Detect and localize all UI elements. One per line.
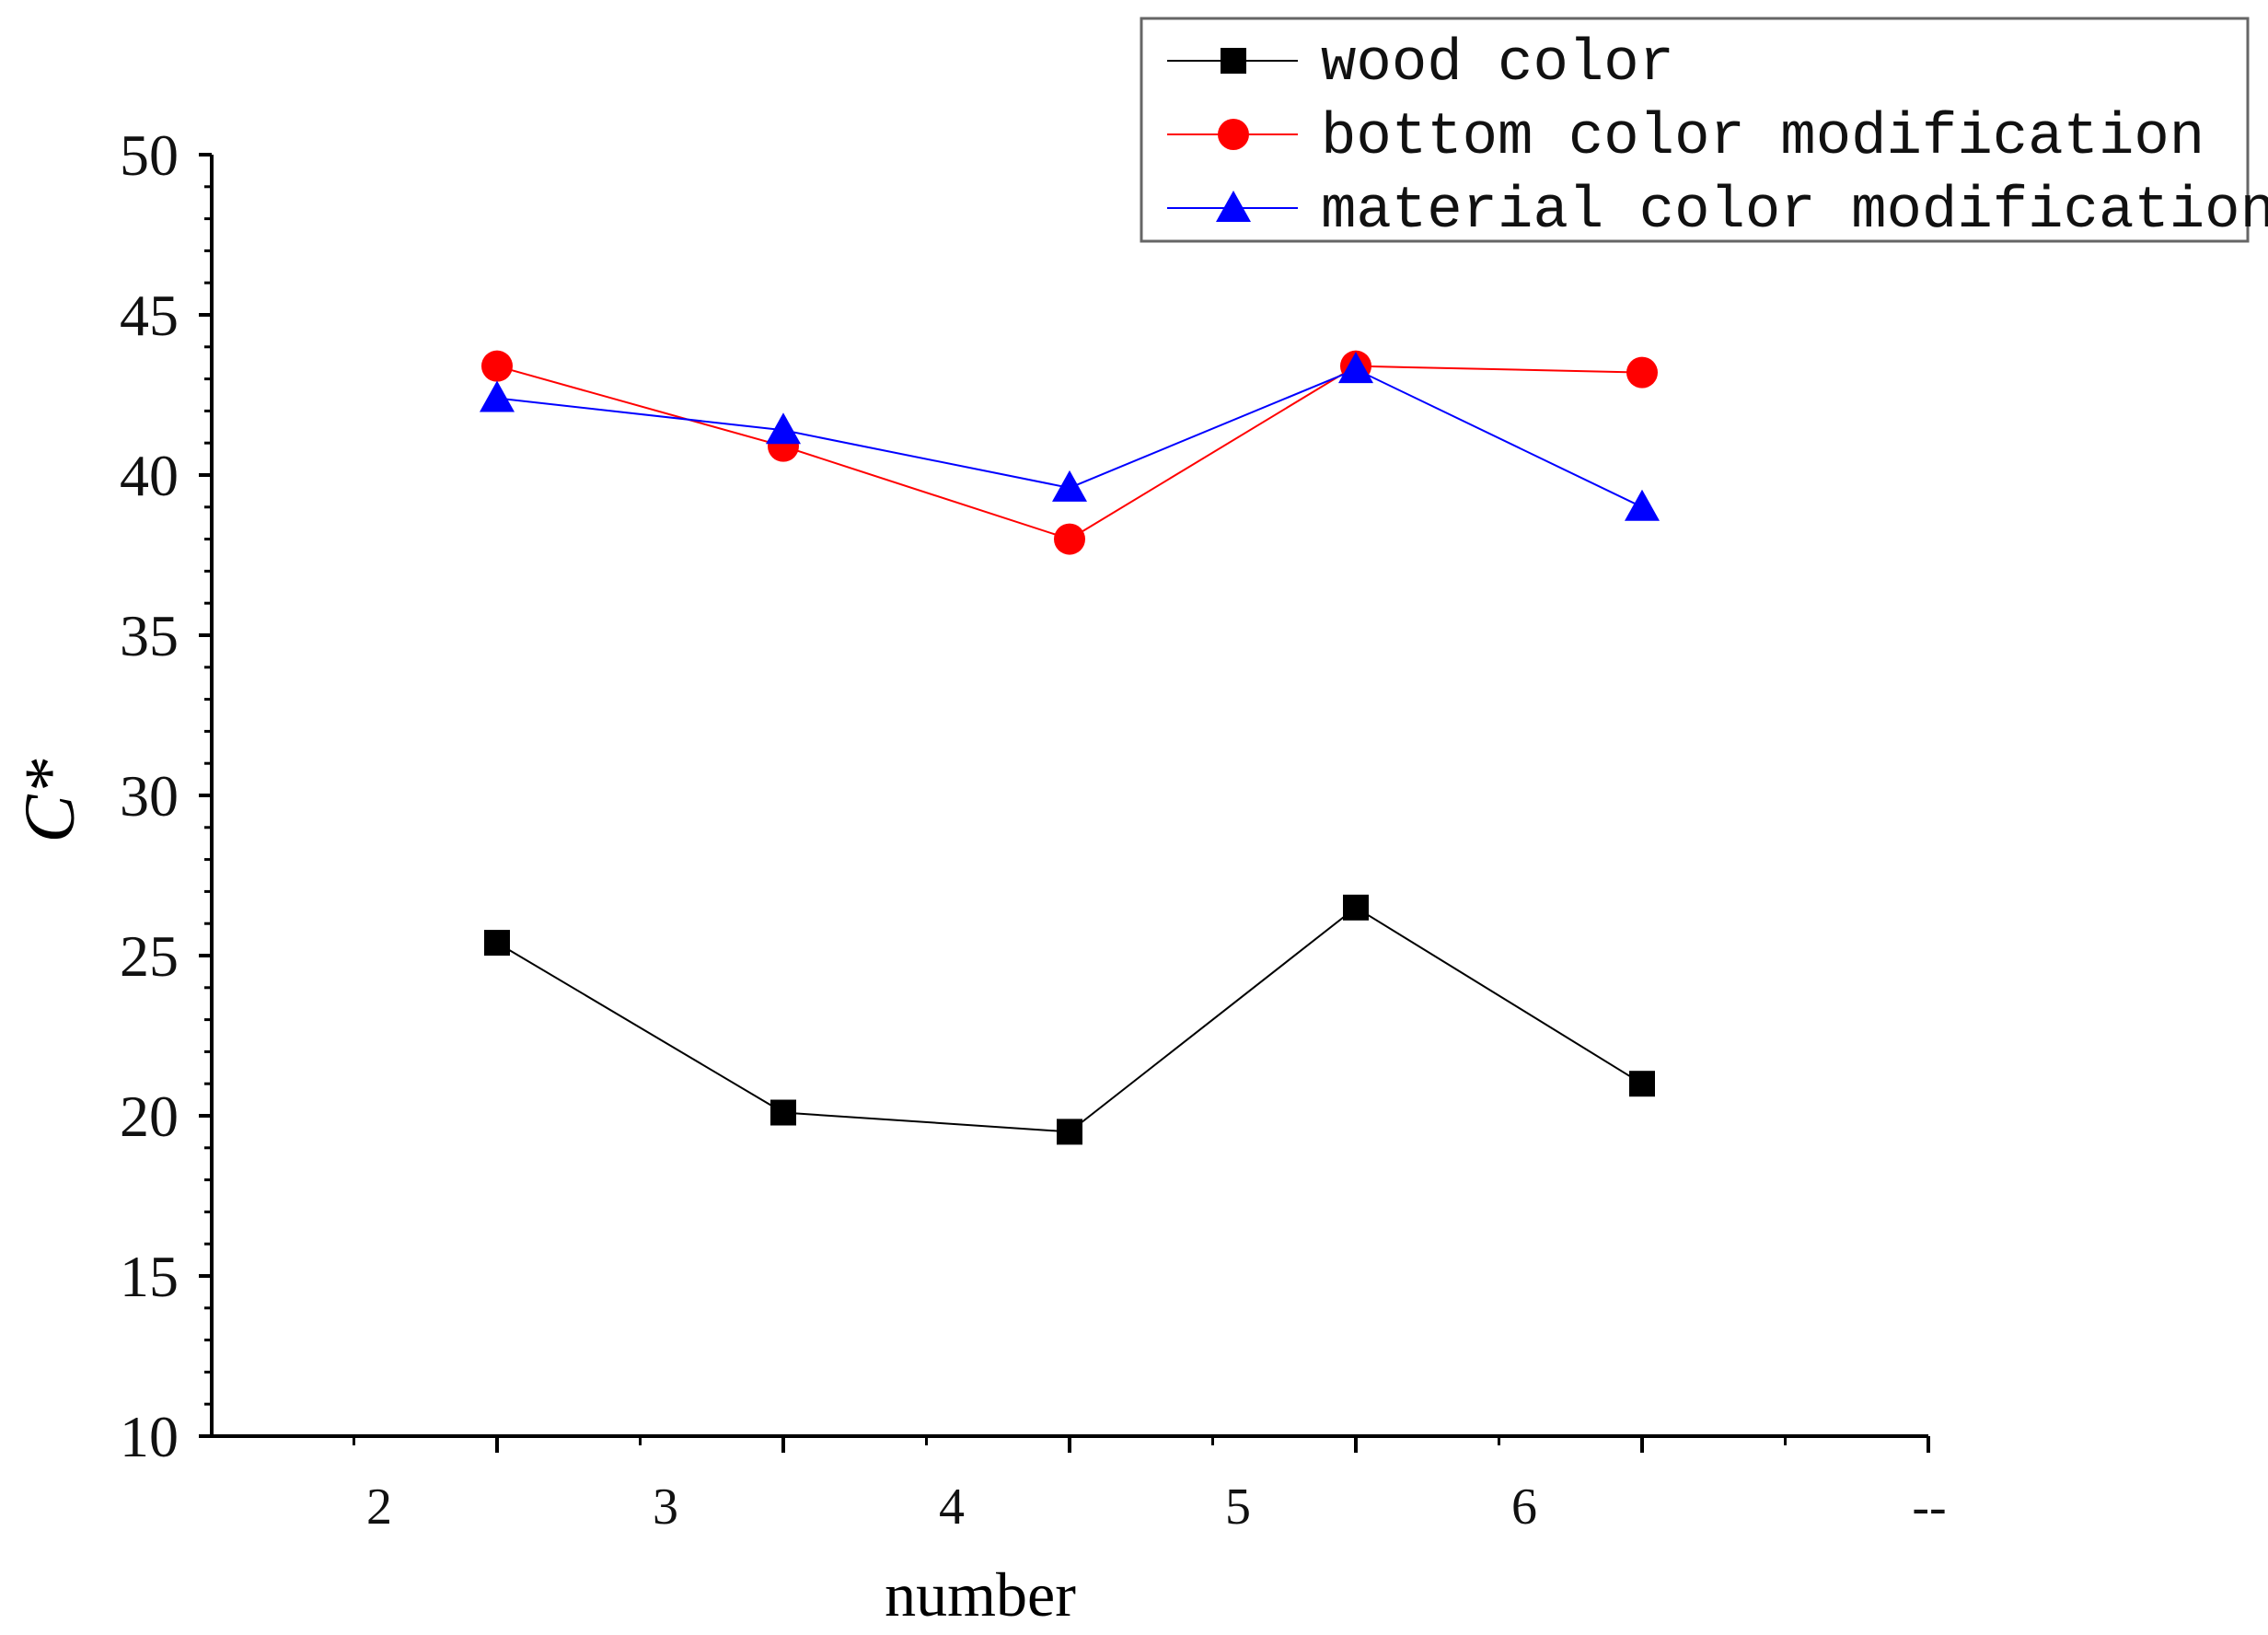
y-axis-ticks: 10 15 20 25 30 35 40 45 50: [120, 122, 212, 1469]
x-tick-label: --: [1912, 1478, 1946, 1536]
y-tick-label: 35: [120, 603, 179, 668]
y-tick-label: 15: [120, 1244, 179, 1309]
series-1: [484, 894, 1655, 1145]
data-point: [1629, 1071, 1655, 1097]
data-point: [1057, 1119, 1082, 1145]
series-line: [496, 365, 1643, 540]
data-point: [1625, 489, 1660, 521]
y-axis-title: C*: [9, 759, 89, 842]
data-point: [481, 350, 513, 382]
data-point: [1054, 523, 1085, 555]
y-tick-label: 25: [120, 923, 179, 989]
data-point: [1338, 352, 1373, 384]
legend-label: material color modification: [1321, 179, 2268, 245]
x-axis-ticks: 2 3 4 5 6 --: [353, 1436, 1947, 1536]
data-point: [766, 412, 801, 445]
y-tick-label: 50: [120, 122, 179, 188]
y-tick-label: 40: [120, 443, 179, 508]
legend-label: bottom color modification: [1321, 105, 2204, 171]
data-point: [1343, 894, 1369, 921]
legend: wood color bottom color modification mater…: [1140, 17, 2268, 245]
x-tick-label: 4: [939, 1478, 965, 1536]
legend-label: wood color: [1321, 31, 1674, 98]
data-point: [484, 930, 510, 957]
series-3: [480, 352, 1660, 521]
x-tick-label: 6: [1511, 1478, 1537, 1536]
x-tick-label: 5: [1225, 1478, 1251, 1536]
x-tick-label: 2: [366, 1478, 392, 1536]
legend-box: [1140, 17, 2250, 243]
data-point: [480, 380, 515, 412]
data-point: [1626, 356, 1658, 388]
data-point: [1052, 470, 1087, 502]
data-point: [770, 1099, 796, 1126]
y-tick-label: 45: [120, 283, 179, 348]
x-tick-label: 3: [653, 1478, 678, 1536]
y-tick-label: 30: [120, 763, 179, 829]
axes: [210, 155, 1928, 1438]
legend-marker: [1216, 191, 1251, 222]
legend-marker: [1221, 48, 1246, 74]
y-tick-label: 20: [120, 1084, 179, 1149]
series-line: [496, 906, 1643, 1133]
legend-marker: [1218, 119, 1249, 150]
series-2: [481, 350, 1658, 555]
x-axis-title: number: [885, 1560, 1076, 1629]
series-layer: [480, 350, 1660, 1145]
y-tick-label: 10: [120, 1404, 179, 1469]
